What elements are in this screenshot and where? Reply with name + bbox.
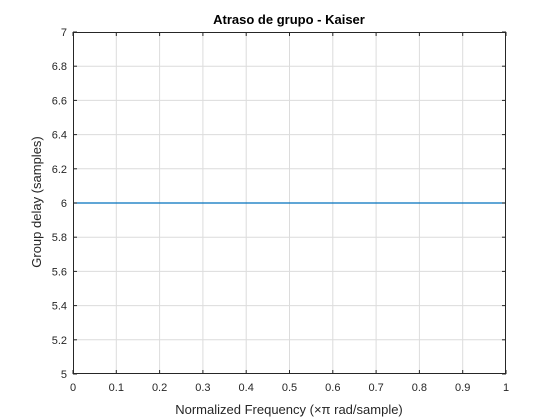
x-tick-label: 0.1 bbox=[109, 382, 124, 394]
y-tick-label: 6.6 bbox=[52, 95, 67, 107]
y-tick-label: 5 bbox=[61, 369, 67, 381]
y-tick-label: 6.4 bbox=[52, 130, 67, 142]
y-tick-label: 6.2 bbox=[52, 164, 67, 176]
x-tick-label: 0.6 bbox=[325, 382, 340, 394]
y-axis-title: Group delay (samples) bbox=[29, 136, 44, 268]
x-tick-label: 0 bbox=[70, 382, 76, 394]
x-tick-label: 0.8 bbox=[412, 382, 427, 394]
x-axis-title: Normalized Frequency (×π rad/sample) bbox=[175, 402, 403, 417]
x-tick-label: 0.3 bbox=[195, 382, 210, 394]
y-tick-label: 5.4 bbox=[52, 301, 67, 313]
x-tick-label: 1 bbox=[503, 382, 509, 394]
chart-title: Atraso de grupo - Kaiser bbox=[213, 12, 365, 27]
x-tick-label: 0.7 bbox=[368, 382, 383, 394]
y-tick-label: 5.8 bbox=[52, 232, 67, 244]
y-tick-label: 5.2 bbox=[52, 335, 67, 347]
x-tick-label: 0.9 bbox=[455, 382, 470, 394]
y-tick-label: 6.8 bbox=[52, 61, 67, 73]
x-tick-label: 0.2 bbox=[152, 382, 167, 394]
x-tick-label: 0.4 bbox=[239, 382, 254, 394]
y-tick-labels: 5 5.2 5.4 5.6 5.8 6 6.2 6.4 6.6 6.8 7 bbox=[52, 27, 67, 381]
x-tick-label: 0.5 bbox=[282, 382, 297, 394]
y-tick-label: 6 bbox=[61, 198, 67, 210]
y-tick-label: 5.6 bbox=[52, 266, 67, 278]
x-tick-labels: 0 0.1 0.2 0.3 0.4 0.5 0.6 0.7 0.8 0.9 1 bbox=[70, 382, 509, 394]
y-tick-label: 7 bbox=[61, 27, 67, 39]
axes-layer bbox=[72, 31, 507, 375]
